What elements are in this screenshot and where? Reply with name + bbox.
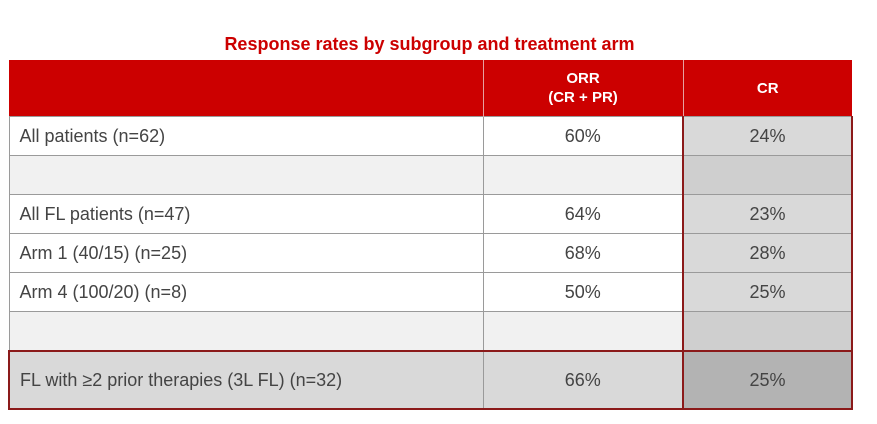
- row-label: Arm 4 (100/20) (n=8): [8, 272, 484, 312]
- table-title: Response rates by subgroup and treatment…: [224, 34, 635, 54]
- response-rates-table: ORR (CR + PR) CR All patients (n=62) 60%…: [8, 60, 853, 410]
- cr-value: 25%: [682, 272, 853, 312]
- header-orr-line1: ORR: [566, 70, 600, 87]
- header-orr: ORR (CR + PR): [483, 60, 684, 117]
- cr-value: 28%: [682, 233, 853, 273]
- row-label: All patients (n=62): [8, 116, 484, 156]
- row-label: [8, 155, 484, 195]
- cr-value: [682, 311, 853, 352]
- cr-value: 24%: [682, 116, 853, 156]
- header-subgroup: [9, 60, 484, 117]
- row-label: FL with ≥2 prior therapies (3L FL) (n=32…: [8, 350, 484, 410]
- cr-value: 23%: [682, 194, 853, 234]
- table-row: All patients (n=62) 60% 24%: [8, 116, 853, 156]
- header-orr-line2: (CR + PR): [548, 89, 618, 106]
- table-row-spacer: [8, 155, 853, 195]
- orr-value: 66%: [482, 350, 684, 410]
- table-row-highlighted: FL with ≥2 prior therapies (3L FL) (n=32…: [8, 350, 853, 410]
- cr-value: 25%: [682, 350, 853, 410]
- orr-value: [482, 155, 684, 195]
- orr-value: 68%: [482, 233, 684, 273]
- cr-value: [682, 155, 853, 195]
- table-header-row: ORR (CR + PR) CR: [9, 60, 852, 117]
- row-label: Arm 1 (40/15) (n=25): [8, 233, 484, 273]
- orr-value: 60%: [482, 116, 684, 156]
- table-row-spacer: [8, 311, 853, 352]
- row-label: All FL patients (n=47): [8, 194, 484, 234]
- orr-value: [482, 311, 684, 352]
- table-row: Arm 4 (100/20) (n=8) 50% 25%: [8, 272, 853, 312]
- header-cr: CR: [683, 60, 852, 117]
- table-row: All FL patients (n=47) 64% 23%: [8, 194, 853, 234]
- orr-value: 50%: [482, 272, 684, 312]
- table-row: Arm 1 (40/15) (n=25) 68% 28%: [8, 233, 853, 273]
- row-label: [8, 311, 484, 352]
- orr-value: 64%: [482, 194, 684, 234]
